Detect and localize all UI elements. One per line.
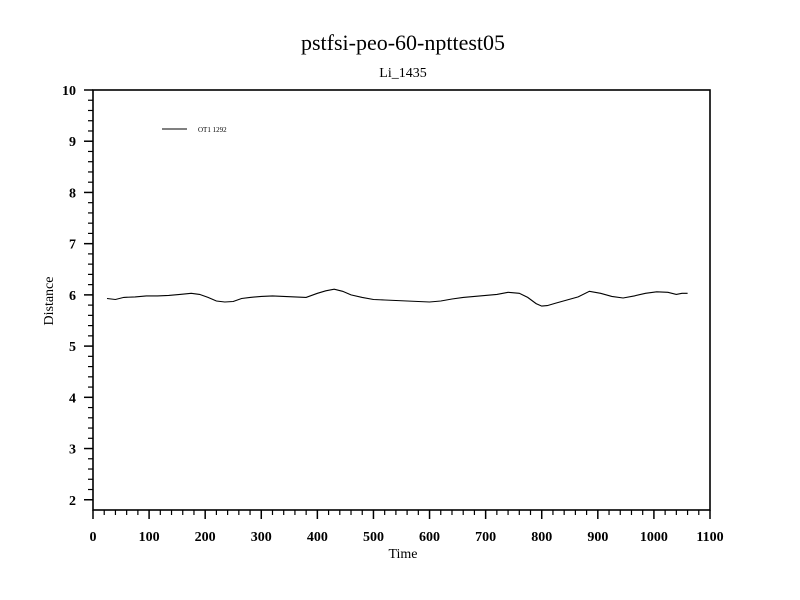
x-axis-label: Time bbox=[388, 547, 417, 562]
y-tick-label: 6 bbox=[69, 289, 76, 304]
x-tick-label: 1000 bbox=[640, 530, 668, 545]
chart-title: pstfsi-peo-60-npttest05 bbox=[301, 30, 505, 55]
chart-subtitle: Li_1435 bbox=[379, 66, 426, 81]
y-tick-label: 7 bbox=[69, 238, 76, 253]
x-tick-label: 0 bbox=[90, 530, 97, 545]
x-tick-label: 800 bbox=[531, 530, 552, 545]
legend-entry-label: OT1 1292 bbox=[198, 126, 227, 134]
axis-tick-labels: 0 100 200 300 400 500 600 700 800 900 1000 1100 2 3 4 5… bbox=[62, 84, 724, 545]
axis-ticks bbox=[84, 89, 711, 519]
x-tick-label: 200 bbox=[195, 530, 216, 545]
series-line bbox=[106, 288, 688, 307]
y-tick-label: 5 bbox=[69, 340, 76, 355]
x-tick-label: 500 bbox=[363, 530, 384, 545]
x-tick-label: 100 bbox=[139, 530, 160, 545]
plot-frame bbox=[92, 89, 711, 511]
y-tick-label: 2 bbox=[69, 494, 76, 509]
x-tick-label: 900 bbox=[587, 530, 608, 545]
y-tick-label: 3 bbox=[69, 443, 76, 458]
x-tick-label: 400 bbox=[307, 530, 328, 545]
x-tick-label: 1100 bbox=[696, 530, 723, 545]
x-tick-label: 300 bbox=[251, 530, 272, 545]
y-tick-label: 9 bbox=[69, 135, 76, 150]
x-tick-label: 700 bbox=[475, 530, 496, 545]
y-tick-label: 4 bbox=[69, 391, 76, 406]
data-series bbox=[106, 288, 688, 307]
legend: OT1 1292 bbox=[162, 126, 227, 134]
y-tick-label: 10 bbox=[62, 84, 76, 99]
y-tick-label: 8 bbox=[69, 186, 76, 201]
x-tick-label: 600 bbox=[419, 530, 440, 545]
y-axis-label: Distance bbox=[42, 277, 57, 326]
